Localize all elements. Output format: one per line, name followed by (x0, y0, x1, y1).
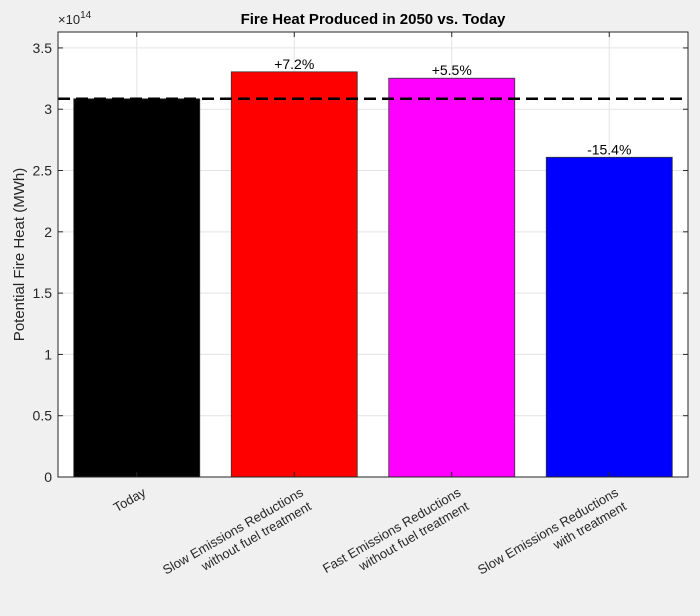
y-tick-label: 1.5 (33, 285, 53, 301)
x-tick-label: Slow Emissions Reductionswith treatment (475, 484, 629, 591)
x-tick-label-line: Fast Emissions Reductions (320, 484, 464, 576)
y-tick-label: 1 (44, 346, 52, 362)
y-tick-label: 2 (44, 224, 52, 240)
y-tick-label: 0.5 (33, 408, 53, 424)
y-exponent: 14 (80, 10, 92, 21)
x-tick-label: Slow Emissions Reductionswithout fuel tr… (160, 484, 314, 591)
y-axis-label: Potential Fire Heat (MWh) (11, 168, 28, 341)
x-tick-label-line: Today (111, 484, 149, 515)
bar (230, 71, 358, 478)
y-tick-label: 3.5 (33, 40, 53, 56)
x-tick-label: Today (111, 484, 149, 515)
chart-title: Fire Heat Produced in 2050 vs. Today (241, 11, 506, 28)
x-tick-label: Fast Emissions Reductionswithout fuel tr… (320, 484, 472, 589)
y-tick-label: 0 (44, 469, 52, 485)
data-label: -15.4% (587, 141, 631, 157)
bar (73, 98, 201, 478)
y-exponent-label: ×1014 (58, 10, 92, 27)
y-tick-label: 3 (44, 101, 52, 117)
data-label: +7.2% (274, 56, 314, 72)
data-label: +5.5% (432, 62, 472, 78)
axes-box (57, 31, 689, 478)
y-tick-label: 2.5 (33, 163, 53, 179)
bar (545, 156, 673, 478)
x-tick-label-line: Slow Emissions Reductions (160, 484, 306, 577)
bar (388, 77, 516, 478)
x-tick-label-line: Slow Emissions Reductions (475, 484, 621, 577)
